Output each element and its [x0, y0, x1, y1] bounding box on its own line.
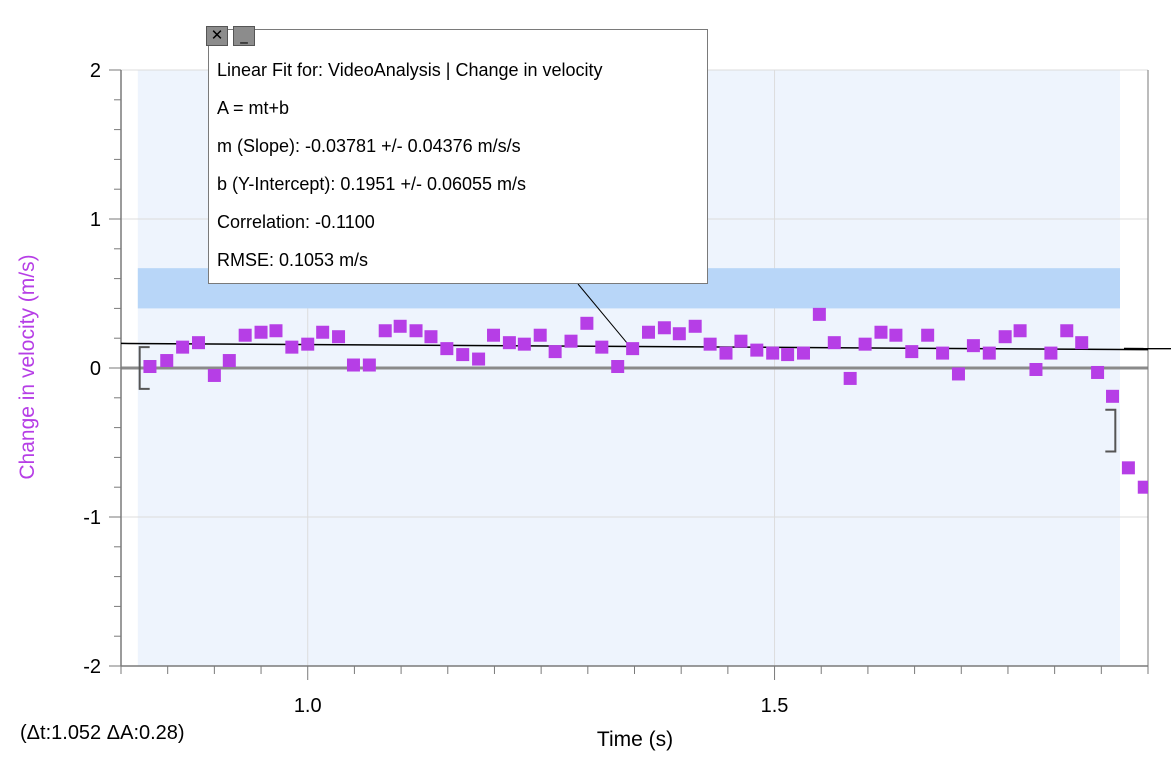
data-point[interactable] [951, 367, 965, 381]
y-tick-label: 2 [90, 60, 101, 82]
data-point[interactable] [424, 330, 438, 344]
data-point[interactable] [472, 352, 486, 366]
y-tick-label: 0 [90, 358, 101, 380]
data-series [143, 307, 1151, 494]
data-point[interactable] [921, 328, 935, 342]
data-point[interactable] [688, 319, 702, 333]
data-point[interactable] [222, 354, 236, 368]
data-point[interactable] [440, 342, 454, 356]
data-point[interactable] [1060, 324, 1074, 338]
data-point[interactable] [456, 348, 470, 362]
data-point[interactable] [1121, 461, 1135, 475]
data-point[interactable] [781, 348, 795, 362]
data-point[interactable] [548, 345, 562, 359]
close-icon[interactable]: ✕ [206, 26, 228, 46]
linear-fit-info-box[interactable]: ✕ _ Linear Fit for: VideoAnalysis | Chan… [206, 26, 708, 284]
data-point[interactable] [176, 340, 190, 354]
data-point[interactable] [966, 339, 980, 353]
data-point[interactable] [936, 346, 950, 360]
y-tick-label: -2 [83, 656, 101, 678]
data-point[interactable] [1075, 336, 1089, 350]
data-point[interactable] [827, 336, 841, 350]
data-point[interactable] [611, 360, 625, 374]
data-point[interactable] [160, 354, 174, 368]
minimize-icon[interactable]: _ [233, 26, 255, 46]
data-point[interactable] [1137, 480, 1151, 494]
data-point[interactable] [998, 330, 1012, 344]
fit-correlation: Correlation: -0.1100 [217, 212, 375, 232]
data-point[interactable] [982, 346, 996, 360]
delta-readout: (Δt:1.052 ΔA:0.28) [20, 722, 185, 744]
data-point[interactable] [812, 307, 826, 321]
y-tick-label: 1 [90, 209, 101, 231]
data-point[interactable] [346, 358, 360, 372]
data-point[interactable] [642, 325, 656, 339]
data-point[interactable] [502, 336, 516, 350]
data-point[interactable] [719, 346, 733, 360]
data-point[interactable] [207, 368, 221, 382]
data-point[interactable] [533, 328, 547, 342]
data-point[interactable] [409, 324, 423, 338]
data-point[interactable] [1044, 346, 1058, 360]
fit-intercept: b (Y-Intercept): 0.1951 +/- 0.06055 m/s [217, 174, 527, 194]
data-point[interactable] [734, 334, 748, 348]
data-point[interactable] [580, 316, 594, 330]
data-point[interactable] [301, 337, 315, 351]
data-point[interactable] [905, 345, 919, 359]
data-point[interactable] [269, 324, 283, 338]
data-point[interactable] [332, 330, 346, 344]
fit-rmse: RMSE: 0.1053 m/s [217, 250, 369, 270]
data-point[interactable] [703, 337, 717, 351]
data-point[interactable] [672, 327, 686, 341]
fit-box-leader-line [577, 283, 631, 347]
x-tick-label: 1.5 [761, 695, 789, 717]
fit-title: Linear Fit for: VideoAnalysis | Change i… [217, 60, 603, 80]
data-point[interactable] [393, 319, 407, 333]
data-point[interactable] [378, 324, 392, 338]
y-axis-title: Change in velocity (m/s) [16, 254, 39, 480]
data-point[interactable] [316, 325, 330, 339]
fit-slope: m (Slope): -0.03781 +/- 0.04376 m/s/s [217, 136, 521, 156]
data-point[interactable] [595, 340, 609, 354]
data-point[interactable] [517, 337, 531, 351]
data-point[interactable] [858, 337, 872, 351]
data-point[interactable] [362, 358, 376, 372]
data-point[interactable] [191, 336, 205, 350]
data-point[interactable] [143, 360, 157, 374]
data-point[interactable] [750, 343, 764, 357]
x-tick-label: 1.0 [294, 695, 322, 717]
data-point[interactable] [626, 342, 640, 356]
x-axis-title: Time (s) [596, 728, 674, 751]
y-tick-label: -1 [83, 507, 101, 529]
fit-equation: A = mt+b [217, 98, 290, 118]
data-point[interactable] [796, 346, 810, 360]
data-point[interactable] [487, 328, 501, 342]
selection-bracket-left [138, 346, 150, 390]
data-point[interactable] [1106, 389, 1120, 403]
data-point[interactable] [564, 334, 578, 348]
data-point[interactable] [843, 371, 857, 385]
data-point[interactable] [1029, 362, 1043, 376]
data-point[interactable] [1091, 365, 1105, 379]
data-point[interactable] [254, 325, 268, 339]
data-point[interactable] [1013, 324, 1027, 338]
data-point[interactable] [238, 328, 252, 342]
data-point[interactable] [766, 346, 780, 360]
data-point[interactable] [285, 340, 299, 354]
selection-bracket-right [1105, 408, 1117, 453]
data-point[interactable] [874, 325, 888, 339]
data-point[interactable] [657, 321, 671, 335]
data-point[interactable] [889, 328, 903, 342]
